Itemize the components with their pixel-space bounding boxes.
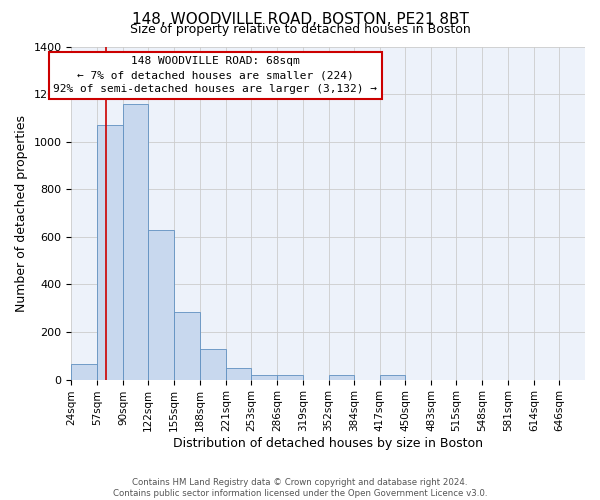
Text: 148 WOODVILLE ROAD: 68sqm
← 7% of detached houses are smaller (224)
92% of semi-: 148 WOODVILLE ROAD: 68sqm ← 7% of detach… [53,56,377,94]
Text: Size of property relative to detached houses in Boston: Size of property relative to detached ho… [130,22,470,36]
Bar [97,125,123,380]
X-axis label: Distribution of detached houses by size in Boston: Distribution of detached houses by size … [173,437,483,450]
Bar [200,348,226,380]
Text: Contains HM Land Registry data © Crown copyright and database right 2024.
Contai: Contains HM Land Registry data © Crown c… [113,478,487,498]
Bar [329,375,353,380]
Bar [148,230,174,380]
Bar [174,312,200,380]
Bar [123,104,148,380]
Text: 148, WOODVILLE ROAD, BOSTON, PE21 8BT: 148, WOODVILLE ROAD, BOSTON, PE21 8BT [131,12,469,28]
Bar [380,375,406,380]
Bar [71,364,97,380]
Y-axis label: Number of detached properties: Number of detached properties [15,114,28,312]
Bar [251,375,277,380]
Bar [226,368,251,380]
Bar [277,375,303,380]
